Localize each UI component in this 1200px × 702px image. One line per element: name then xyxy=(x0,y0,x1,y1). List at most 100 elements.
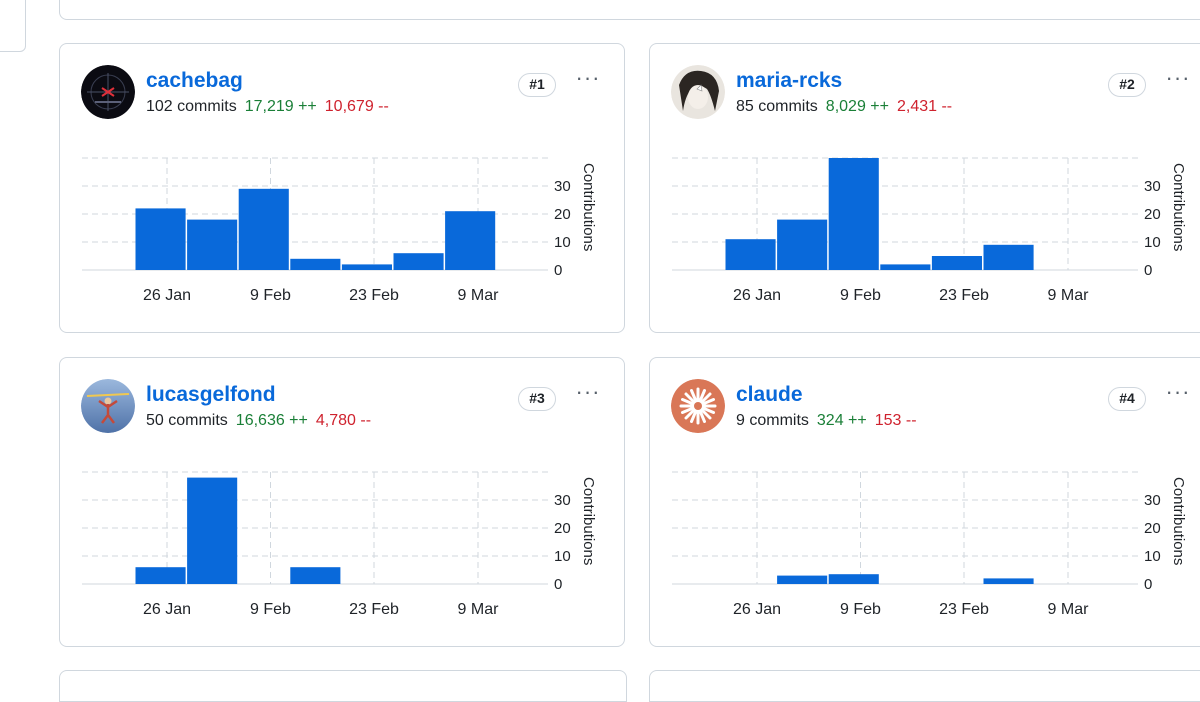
contribution-bar[interactable] xyxy=(445,211,496,270)
x-tick-label: 26 Jan xyxy=(143,601,191,618)
y-axis-title: Contributions xyxy=(1170,477,1187,565)
x-tick-label: 23 Feb xyxy=(939,287,989,304)
lucasgelfond-avatar-icon xyxy=(81,379,135,433)
y-tick-label: 30 xyxy=(1144,178,1161,195)
y-tick-label: 20 xyxy=(1144,520,1161,537)
kebab-menu-icon[interactable]: ··· xyxy=(1165,379,1191,404)
y-tick-label: 20 xyxy=(554,520,571,537)
contributions-chart: 26 Jan 9 Feb 23 Feb 9 Mar 0 10 20 30 Contributio… xyxy=(672,157,1187,304)
x-tick-label: 9 Feb xyxy=(840,601,881,618)
avatar[interactable] xyxy=(81,65,135,119)
commit-count: 85 commits xyxy=(736,98,818,115)
x-tick-label: 23 Feb xyxy=(939,601,989,618)
contribution-bar[interactable] xyxy=(135,567,186,584)
x-tick-label: 9 Feb xyxy=(840,287,881,304)
contribution-bar[interactable] xyxy=(238,188,289,270)
contribution-bar[interactable] xyxy=(135,208,186,270)
y-tick-label: 10 xyxy=(554,548,571,565)
contribution-bar[interactable] xyxy=(880,264,931,270)
username-link[interactable]: lucasgelfond xyxy=(146,383,276,406)
contributions-chart: 26 Jan 9 Feb 23 Feb 9 Mar 0 10 20 30 Contributio… xyxy=(82,157,597,304)
x-tick-label: 23 Feb xyxy=(349,601,399,618)
contribution-bar[interactable] xyxy=(777,575,828,584)
x-tick-label: 9 Feb xyxy=(250,287,291,304)
y-tick-label: 10 xyxy=(554,234,571,251)
y-tick-label: 20 xyxy=(554,206,571,223)
rank-badge: #4 xyxy=(1108,387,1146,411)
contributor-card: lucasgelfond 50 commits 16,636 ++ 4,780 --… xyxy=(59,357,625,647)
kebab-menu-icon[interactable]: ··· xyxy=(575,379,601,404)
contribution-bar[interactable] xyxy=(931,256,982,270)
y-tick-label: 10 xyxy=(1144,548,1161,565)
contribution-bar[interactable] xyxy=(290,567,341,584)
x-tick-label: 9 Feb xyxy=(250,601,291,618)
y-tick-label: 10 xyxy=(1144,234,1161,251)
contribution-bar[interactable] xyxy=(828,574,879,584)
contribution-bar[interactable] xyxy=(341,264,392,270)
contributions-chart: 26 Jan 9 Feb 23 Feb 9 Mar 0 10 20 30 Contributio… xyxy=(672,471,1187,618)
commit-count: 50 commits xyxy=(146,412,228,429)
commit-count: 102 commits xyxy=(146,98,237,115)
contributor-card: cachebag 102 commits 17,219 ++ 10,679 -- #… xyxy=(59,43,625,333)
username-link[interactable]: cachebag xyxy=(146,69,243,92)
left-panel-edge xyxy=(0,0,26,52)
maria-rcks-avatar-icon xyxy=(671,65,725,119)
x-tick-label: 9 Mar xyxy=(458,601,500,618)
x-tick-label: 26 Jan xyxy=(143,287,191,304)
x-tick-label: 23 Feb xyxy=(349,287,399,304)
y-tick-label: 0 xyxy=(554,576,562,593)
x-tick-label: 9 Mar xyxy=(1048,287,1090,304)
deletions-count: 10,679 -- xyxy=(324,98,389,115)
commit-stats: 9 commits 324 ++ 153 -- xyxy=(736,412,917,430)
additions-count: 8,029 ++ xyxy=(825,98,889,115)
commit-count: 9 commits xyxy=(736,412,809,429)
deletions-count: 153 -- xyxy=(874,412,917,429)
x-tick-label: 26 Jan xyxy=(733,601,781,618)
commit-stats: 102 commits 17,219 ++ 10,679 -- xyxy=(146,98,389,116)
contributor-card: claude 9 commits 324 ++ 153 -- #4 ··· 26 J… xyxy=(649,357,1200,647)
kebab-menu-icon[interactable]: ··· xyxy=(575,65,601,90)
x-tick-label: 9 Mar xyxy=(1048,601,1090,618)
contributions-chart: 26 Jan 9 Feb 23 Feb 9 Mar 0 10 20 30 Contributio… xyxy=(82,471,597,618)
additions-count: 324 ++ xyxy=(816,412,867,429)
avatar[interactable] xyxy=(671,65,725,119)
commit-stats: 85 commits 8,029 ++ 2,431 -- xyxy=(736,98,952,116)
contribution-bar[interactable] xyxy=(828,158,879,270)
deletions-count: 2,431 -- xyxy=(896,98,953,115)
y-tick-label: 0 xyxy=(1144,576,1152,593)
y-tick-label: 0 xyxy=(554,262,562,279)
y-tick-label: 30 xyxy=(1144,492,1161,509)
y-tick-label: 30 xyxy=(554,178,571,195)
claude-avatar-icon xyxy=(671,379,725,433)
username-link[interactable]: claude xyxy=(736,383,803,406)
contribution-bar[interactable] xyxy=(725,239,776,270)
y-tick-label: 20 xyxy=(1144,206,1161,223)
contribution-bar[interactable] xyxy=(393,253,444,270)
y-axis-title: Contributions xyxy=(580,477,597,565)
y-tick-label: 30 xyxy=(554,492,571,509)
deletions-count: 4,780 -- xyxy=(315,412,372,429)
cachebag-avatar-icon xyxy=(81,65,135,119)
x-tick-label: 26 Jan xyxy=(733,287,781,304)
username-link[interactable]: maria-rcks xyxy=(736,69,843,92)
y-tick-label: 0 xyxy=(1144,262,1152,279)
contributor-card: maria-rcks 85 commits 8,029 ++ 2,431 -- #2… xyxy=(649,43,1200,333)
avatar[interactable] xyxy=(671,379,725,433)
x-tick-label: 9 Mar xyxy=(458,287,500,304)
y-axis-title: Contributions xyxy=(1170,163,1187,251)
rank-badge: #1 xyxy=(518,73,556,97)
contribution-bar[interactable] xyxy=(777,219,828,270)
kebab-menu-icon[interactable]: ··· xyxy=(1165,65,1191,90)
contribution-bar[interactable] xyxy=(187,219,238,270)
y-axis-title: Contributions xyxy=(580,163,597,251)
additions-count: 16,636 ++ xyxy=(235,412,308,429)
contribution-bar[interactable] xyxy=(983,578,1034,584)
contribution-bar[interactable] xyxy=(187,477,238,584)
contribution-bar[interactable] xyxy=(983,244,1034,270)
contribution-bar[interactable] xyxy=(290,258,341,270)
additions-count: 17,219 ++ xyxy=(244,98,317,115)
avatar[interactable] xyxy=(81,379,135,433)
rank-badge: #2 xyxy=(1108,73,1146,97)
commit-stats: 50 commits 16,636 ++ 4,780 -- xyxy=(146,412,371,430)
rank-badge: #3 xyxy=(518,387,556,411)
